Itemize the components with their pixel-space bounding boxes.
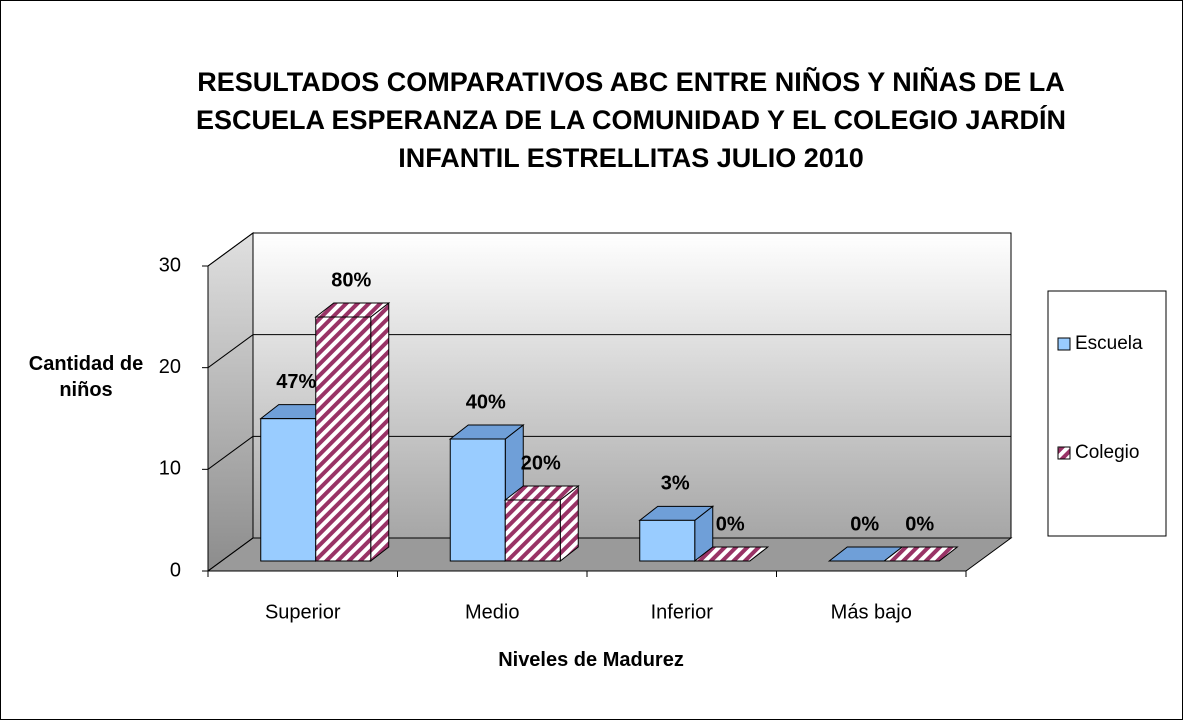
bar (260, 418, 317, 562)
data-label: 47% (276, 371, 316, 393)
bar (639, 519, 696, 562)
bar (315, 316, 372, 562)
data-label: 40% (466, 391, 506, 413)
y-axis-title: Cantidad de niños (28, 353, 144, 401)
y-tick-label: 20 (159, 356, 181, 378)
x-axis-title: Niveles de Madurez (498, 649, 684, 671)
bar-top (693, 546, 770, 562)
chart-title: RESULTADOS COMPARATIVOS ABC ENTRE NIÑOS … (195, 67, 1067, 173)
y-tick-label: 10 (159, 458, 181, 480)
x-tick-label: Superior (265, 601, 341, 623)
legend-label: Escuela (1075, 333, 1143, 354)
data-label: 0% (905, 513, 934, 535)
x-tick-label: Medio (465, 601, 519, 623)
legend-swatch (1057, 337, 1071, 351)
left-wall (207, 232, 254, 572)
y-tick-label: 30 (159, 254, 181, 276)
grid-line (207, 435, 254, 470)
grid-line (207, 537, 254, 572)
data-label: 3% (661, 473, 690, 495)
data-label: 20% (521, 452, 561, 474)
legend-label: Colegio (1075, 442, 1139, 463)
data-label: 80% (331, 269, 371, 291)
legend-box (1047, 290, 1167, 537)
legend-swatch (1057, 446, 1071, 460)
grid-line (207, 334, 254, 369)
bar (504, 499, 561, 562)
bar-top (882, 546, 959, 562)
bar-side (370, 301, 390, 563)
data-label: 0% (716, 513, 745, 535)
data-label: 0% (850, 513, 879, 535)
bar (449, 438, 506, 562)
x-tick-label: Más bajo (831, 601, 912, 623)
grid-line (207, 232, 254, 267)
y-tick-label: 0 (170, 559, 181, 581)
x-tick-label: Inferior (651, 601, 714, 623)
